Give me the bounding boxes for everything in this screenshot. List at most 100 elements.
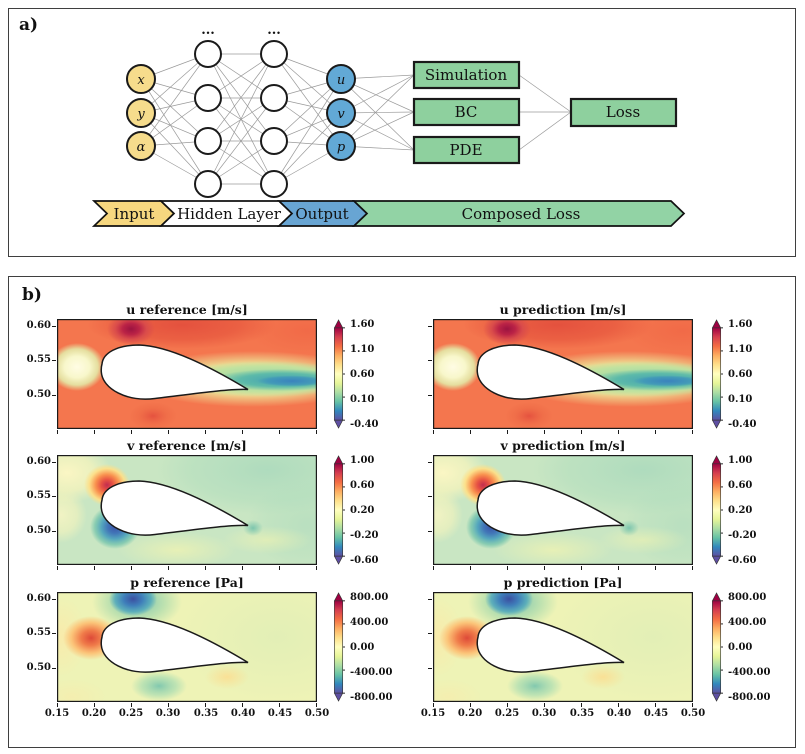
plot-title-v-reference: v reference [m/s] <box>127 438 247 453</box>
x-tick-mark <box>205 703 207 707</box>
colorbar-tick-label: 400.00 <box>728 617 767 628</box>
x-axis-labels: 0.15 0.20 0.25 0.30 0.35 0.40 0.45 0.50 <box>421 708 705 720</box>
colorbar-tick-label: 1.00 <box>728 455 753 466</box>
colorbar-p-prediction <box>711 592 723 702</box>
simulation-box-label: Simulation <box>425 66 508 84</box>
x-tick-label: 0.20 <box>457 708 483 719</box>
y-tick-label: 0.60 <box>26 456 51 467</box>
colorbar-tick-label: 0.10 <box>350 394 375 405</box>
colorbar-labels: 800.00 400.00 0.00 -400.00 -800.00 <box>350 588 402 706</box>
contour-field-u-reference <box>57 319 317 429</box>
colorbar-tick-label: 0.60 <box>728 480 753 491</box>
banner-composed-loss <box>351 200 686 227</box>
hidden-node <box>194 127 222 155</box>
plot-v-reference <box>52 455 317 570</box>
x-axis-labels: 0.15 0.20 0.25 0.30 0.35 0.40 0.45 0.50 <box>45 708 329 720</box>
colorbar-tick-label: -0.60 <box>728 555 757 566</box>
input-node-alpha <box>126 131 156 161</box>
input-node-x <box>126 64 156 94</box>
hidden-node <box>260 127 288 155</box>
output-node-p <box>326 131 356 161</box>
x-tick-mark <box>692 566 693 570</box>
colorbar-tick-label: 800.00 <box>728 592 767 603</box>
x-tick-mark <box>93 566 95 570</box>
x-tick-mark <box>506 703 508 707</box>
x-tick-mark <box>316 703 317 707</box>
hidden-node <box>194 170 222 198</box>
x-tick-mark <box>543 703 545 707</box>
x-tick-mark <box>167 703 169 707</box>
x-tick-mark <box>469 703 471 707</box>
x-tick-mark <box>242 703 244 707</box>
y-tick-label: 0.50 <box>26 389 51 400</box>
plot-title-u-prediction: u prediction [m/s] <box>499 302 627 317</box>
x-tick-label: 0.15 <box>44 708 70 719</box>
input-node-x-label: x <box>137 73 145 88</box>
x-tick-mark <box>279 703 281 707</box>
colorbar-labels: 1.00 0.60 0.20 -0.20 -0.60 <box>728 451 780 569</box>
pde-box <box>412 135 521 165</box>
y-tick-label: 0.60 <box>26 320 51 331</box>
colorbar-tick-label: 400.00 <box>350 617 389 628</box>
contour-field-p-prediction <box>433 592 693 702</box>
colorbar-tick-label: 0.00 <box>350 642 375 653</box>
x-tick-mark <box>543 566 545 570</box>
x-tick-mark <box>242 566 244 570</box>
y-tick-label: 0.55 <box>26 354 51 365</box>
x-tick-mark <box>655 430 657 434</box>
x-tick-mark <box>130 430 132 434</box>
panel-a-label: a) <box>19 15 39 35</box>
colorbar-tick-label: 0.60 <box>350 480 375 491</box>
simulation-box <box>412 60 521 90</box>
x-tick-mark <box>581 430 583 434</box>
plot-v-prediction <box>428 455 693 570</box>
network-diagram: x y α ... ... ... ... <box>91 23 686 227</box>
colorbar-tick-label: 1.60 <box>728 319 753 330</box>
loss-boxes <box>412 60 678 165</box>
x-tick-label: 0.25 <box>494 708 520 719</box>
y-tick-mark <box>52 495 56 497</box>
hidden-node <box>194 84 222 112</box>
input-node-y-label: y <box>136 107 145 122</box>
input-node-y <box>126 98 156 128</box>
banner-hidden-layer-label: Hidden Layer <box>177 205 282 223</box>
contour-field-u-prediction <box>433 319 693 429</box>
colorbar-labels: 1.60 1.10 0.60 0.10 -0.40 <box>350 315 402 433</box>
x-tick-mark <box>167 566 169 570</box>
x-tick-mark <box>316 430 317 434</box>
plot-u-reference <box>52 319 317 434</box>
y-tick-label: 0.50 <box>26 662 51 673</box>
loss-box-label: Loss <box>606 103 640 121</box>
colorbar-p-reference <box>333 592 345 702</box>
y-tick-mark <box>52 598 56 600</box>
x-tick-mark <box>130 566 132 570</box>
x-tick-mark <box>469 566 471 570</box>
colorbar-tick-label: -0.20 <box>728 530 757 541</box>
y-tick-mark <box>428 530 432 532</box>
hidden-ellipsis: ... <box>201 23 215 38</box>
y-tick-label: 0.50 <box>26 525 51 536</box>
hidden-node <box>260 84 288 112</box>
y-tick-mark <box>428 632 432 634</box>
colorbar-tick-label: -800.00 <box>350 692 393 703</box>
y-tick-mark <box>52 461 56 463</box>
plot-p-reference <box>52 592 317 707</box>
y-tick-mark <box>52 667 56 669</box>
y-tick-mark <box>428 325 432 327</box>
colorbar-tick-label: 1.10 <box>350 344 375 355</box>
colorbar-tick-label: -0.40 <box>350 419 379 430</box>
colorbar-v-prediction <box>711 455 723 565</box>
x-tick-mark <box>469 430 471 434</box>
x-tick-label: 0.40 <box>606 708 632 719</box>
hidden-ellipsis: ... <box>267 23 281 38</box>
x-tick-mark <box>205 566 207 570</box>
x-tick-mark <box>432 430 434 434</box>
x-tick-mark <box>130 703 132 707</box>
y-tick-label: 0.55 <box>26 627 51 638</box>
contour-field-v-prediction <box>433 455 693 565</box>
x-tick-mark <box>618 566 620 570</box>
x-tick-label: 0.25 <box>118 708 144 719</box>
plot-title-p-reference: p reference [Pa] <box>130 575 244 590</box>
x-tick-mark <box>506 430 508 434</box>
banner-output-label: Output <box>295 205 348 223</box>
